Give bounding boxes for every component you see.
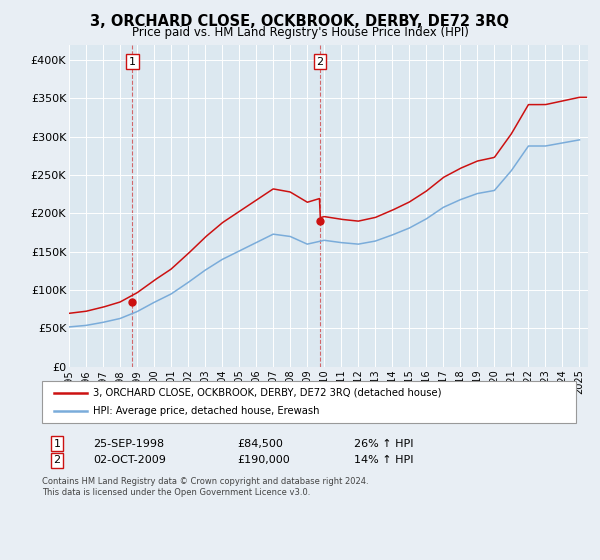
Text: 25-SEP-1998: 25-SEP-1998 [93, 438, 164, 449]
Text: Contains HM Land Registry data © Crown copyright and database right 2024.
This d: Contains HM Land Registry data © Crown c… [42, 477, 368, 497]
Text: 1: 1 [53, 438, 61, 449]
Text: 14% ↑ HPI: 14% ↑ HPI [354, 455, 413, 465]
Text: 2: 2 [53, 455, 61, 465]
Text: Price paid vs. HM Land Registry's House Price Index (HPI): Price paid vs. HM Land Registry's House … [131, 26, 469, 39]
Text: 2: 2 [316, 57, 323, 67]
Text: 3, ORCHARD CLOSE, OCKBROOK, DERBY, DE72 3RQ (detached house): 3, ORCHARD CLOSE, OCKBROOK, DERBY, DE72 … [93, 388, 442, 398]
Text: HPI: Average price, detached house, Erewash: HPI: Average price, detached house, Erew… [93, 406, 320, 416]
Text: £190,000: £190,000 [237, 455, 290, 465]
Text: 3, ORCHARD CLOSE, OCKBROOK, DERBY, DE72 3RQ: 3, ORCHARD CLOSE, OCKBROOK, DERBY, DE72 … [91, 14, 509, 29]
Text: 1: 1 [129, 57, 136, 67]
Text: 02-OCT-2009: 02-OCT-2009 [93, 455, 166, 465]
Text: 26% ↑ HPI: 26% ↑ HPI [354, 438, 413, 449]
Text: £84,500: £84,500 [237, 438, 283, 449]
